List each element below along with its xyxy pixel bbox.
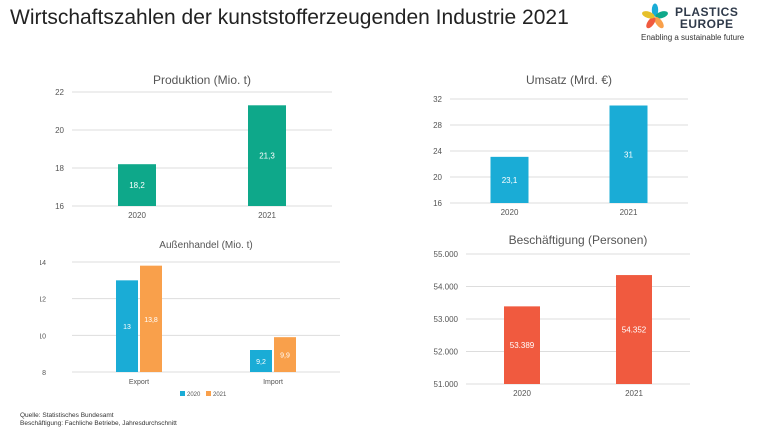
chart-title: Umsatz (Mrd. €)	[526, 73, 612, 87]
chart-title: Außenhandel (Mio. t)	[159, 240, 252, 251]
bar-value-label: 53.389	[510, 341, 535, 350]
chart-umsatz: Umsatz (Mrd. €) 16 20 24 28 32 2020 23,1 2021 31	[433, 73, 688, 217]
bar	[616, 275, 652, 384]
y-tick-label: 32	[433, 95, 442, 104]
bar-value-label: 13	[123, 324, 131, 331]
chart-produktion: Produktion (Mio. t) 16 18 20 22 2020 18,2 2021 2…	[55, 73, 332, 220]
bar-value-label: 13,8	[144, 317, 158, 324]
x-category-label: 2020	[128, 211, 146, 220]
bar	[116, 280, 138, 372]
chart-title: Produktion (Mio. t)	[153, 73, 251, 87]
y-tick-label: 8	[42, 370, 46, 377]
x-category-label: 2021	[258, 211, 276, 220]
x-category-label: Import	[263, 379, 283, 386]
bar	[490, 156, 529, 203]
y-tick-label: 55.000	[434, 250, 459, 259]
bar	[248, 105, 286, 206]
y-tick-label: 24	[433, 147, 442, 156]
y-tick-label: 53.000	[434, 315, 459, 324]
y-tick-label: 28	[433, 121, 442, 130]
chart-title: Beschäftigung (Personen)	[509, 233, 648, 247]
bar	[274, 337, 296, 372]
y-tick-label: 14	[40, 260, 46, 267]
y-tick-label: 16	[433, 199, 442, 208]
x-category-label: 2020	[501, 208, 519, 217]
bar	[250, 350, 272, 372]
bar-value-label: 21,3	[259, 152, 275, 161]
y-tick-label: 18	[55, 164, 64, 173]
x-category-label: 2020	[513, 389, 531, 398]
y-tick-label: 16	[55, 202, 64, 211]
y-tick-label: 12	[40, 297, 46, 304]
legend-swatch	[206, 391, 211, 396]
bar	[118, 164, 156, 206]
y-tick-label: 20	[433, 173, 442, 182]
bar	[609, 105, 648, 203]
chart-aussenhandel: Außenhandel (Mio. t) 8 10 12 14 Export 13 13,8 I…	[40, 240, 340, 398]
logo-text: PLASTICS EUROPE	[675, 6, 738, 30]
bar-value-label: 31	[624, 150, 633, 159]
footer: Quelle: Statistisches Bundesamt Beschäft…	[20, 412, 177, 428]
bar-value-label: 18,2	[129, 181, 145, 190]
footer-source: Quelle: Statistisches Bundesamt	[20, 412, 114, 419]
bar-value-label: 9,9	[280, 353, 290, 360]
logo-line-1: PLASTICS	[675, 5, 739, 19]
bar	[504, 306, 540, 384]
y-tick-label: 20	[55, 126, 64, 135]
bar-value-label: 23,1	[502, 176, 518, 185]
plastics-europe-logo-icon	[642, 3, 668, 29]
y-tick-label: 54.000	[434, 283, 459, 292]
y-tick-label: 10	[40, 333, 46, 340]
bar	[140, 265, 162, 372]
logo-line-2: EUROPE	[679, 17, 734, 31]
x-category-label: 2021	[620, 208, 638, 217]
page-title: Wirtschaftszahlen der kunststofferzeugen…	[10, 6, 569, 29]
x-category-label: 2021	[625, 389, 643, 398]
logo-tagline: Enabling a sustainable future	[641, 33, 745, 42]
y-tick-label: 51.000	[434, 380, 459, 389]
footer-note: Beschäftigung: Fachliche Betriebe, Jahre…	[20, 420, 177, 427]
y-tick-label: 22	[55, 88, 64, 97]
chart-beschaeftigung: Beschäftigung (Personen) 51.000 52.000 53.0…	[434, 233, 690, 398]
legend-label: 2021	[213, 392, 227, 398]
bar-value-label: 9,2	[256, 359, 266, 366]
legend-swatch	[180, 391, 185, 396]
x-category-label: Export	[129, 379, 149, 386]
bar-value-label: 54.352	[622, 326, 647, 335]
y-tick-label: 52.000	[434, 348, 459, 357]
legend-label: 2020	[187, 392, 201, 398]
